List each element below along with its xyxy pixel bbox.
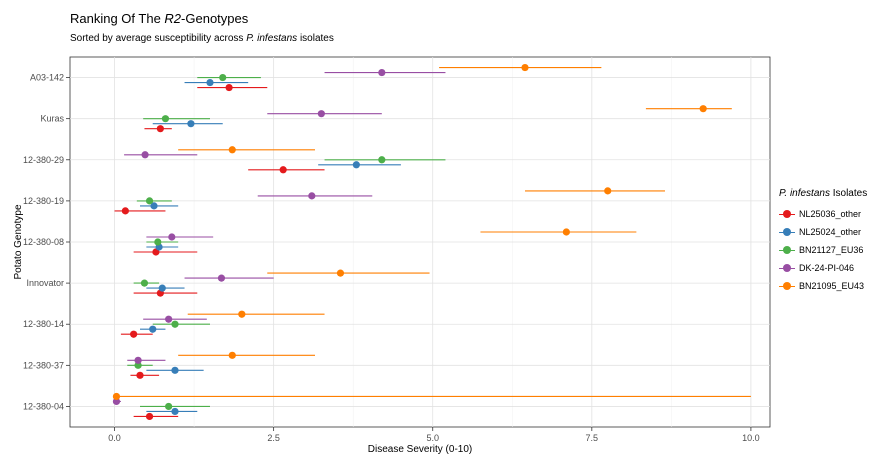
data-point <box>112 392 121 401</box>
data-point <box>140 279 149 287</box>
legend: P. infestans Isolates NL25036_other NL250… <box>779 188 867 295</box>
x-tick-label: 7.5 <box>586 433 599 443</box>
data-points <box>112 63 707 421</box>
data-point <box>378 68 386 77</box>
legend-label: BN21095_EU43 <box>799 281 865 291</box>
data-point <box>134 361 142 369</box>
data-point <box>352 161 360 169</box>
data-point <box>112 397 121 406</box>
y-tick-label: 12-380-37 <box>23 360 64 370</box>
legend-items: NL25036_other NL25024_other BN21127_EU36 DK… <box>779 205 867 295</box>
y-tick-label: 12-380-04 <box>23 401 64 411</box>
data-point <box>317 110 325 118</box>
data-point <box>168 233 176 241</box>
legend-item: NL25024_other <box>779 223 867 241</box>
x-axis-ticks: 0.0 2.5 5.0 7.5 10.0 <box>108 427 760 443</box>
x-axis-label: Disease Severity (0-10) <box>368 444 472 455</box>
y-tick-label: A03-142 <box>30 73 64 83</box>
legend-key <box>779 243 795 257</box>
chart-subtitle-italic: P. infestans <box>246 33 298 44</box>
legend-title: P. infestans Isolates <box>779 188 867 199</box>
y-axis-ticks: A03-142 Kuras 12-380-29 12-380-19 12-380-08 I… <box>23 73 70 411</box>
data-point <box>228 146 236 154</box>
chart-title-suffix: -Genotypes <box>181 11 249 26</box>
legend-item: NL25036_other <box>779 205 867 223</box>
legend-title-italic: P. infestans <box>779 188 830 199</box>
y-tick-label: 12-380-19 <box>23 196 64 206</box>
data-point <box>165 402 173 411</box>
data-point <box>187 120 195 128</box>
data-point <box>136 371 144 379</box>
data-point <box>604 187 612 195</box>
legend-label: DK-24-PI-046 <box>799 263 855 273</box>
legend-item: BN21127_EU36 <box>779 241 867 259</box>
y-tick-label: Innovator <box>26 278 64 288</box>
legend-item: BN21095_EU43 <box>779 277 867 295</box>
data-point <box>238 310 246 318</box>
x-tick-label: 5.0 <box>426 433 439 443</box>
data-point <box>336 269 345 277</box>
data-point <box>521 63 529 72</box>
data-point <box>228 351 236 359</box>
data-point <box>279 166 287 174</box>
data-point <box>145 197 154 205</box>
data-point <box>149 325 157 333</box>
data-point <box>165 315 173 323</box>
legend-key <box>779 207 795 221</box>
chart-subtitle: Sorted by average susceptibility across … <box>70 33 334 44</box>
data-point <box>171 407 179 416</box>
y-axis-label: Potato Genotype <box>13 204 24 279</box>
legend-key <box>779 225 795 239</box>
legend-label: NL25036_other <box>799 209 862 219</box>
x-tick-label: 0.0 <box>108 433 121 443</box>
data-point <box>699 105 707 113</box>
data-point <box>171 366 179 374</box>
x-tick-label: 10.0 <box>742 433 760 443</box>
data-point <box>145 412 154 421</box>
legend-title-suffix: Isolates <box>829 188 868 199</box>
data-point <box>161 115 170 123</box>
data-point <box>225 83 233 92</box>
data-point <box>217 274 226 282</box>
data-point <box>150 202 158 210</box>
chart-subtitle-prefix: Sorted by average susceptibility across <box>70 33 247 44</box>
y-tick-label: Kuras <box>40 114 64 124</box>
legend-label: BN21127_EU36 <box>799 245 864 255</box>
y-tick-label: 12-380-08 <box>23 237 64 247</box>
legend-label: NL25024_other <box>799 227 862 237</box>
legend-item: DK-24-PI-046 <box>779 259 867 277</box>
x-tick-label: 2.5 <box>267 433 280 443</box>
data-point <box>562 228 570 236</box>
chart-title-prefix: Ranking Of The <box>70 11 165 26</box>
data-point <box>308 192 316 200</box>
y-tick-label: 12-380-14 <box>23 319 64 329</box>
chart-title: Ranking Of The R2-Genotypes <box>70 11 248 26</box>
chart-subtitle-suffix: isolates <box>297 33 334 44</box>
data-point <box>158 284 166 292</box>
data-point <box>156 125 164 133</box>
data-point <box>130 330 138 338</box>
legend-key <box>779 261 795 275</box>
y-tick-label: 12-380-29 <box>23 155 64 165</box>
chart-title-italic: R2 <box>164 11 182 26</box>
legend-key <box>779 279 795 293</box>
data-point <box>219 73 227 82</box>
data-point <box>121 207 129 215</box>
data-point <box>378 156 386 164</box>
data-point <box>171 320 179 328</box>
data-point <box>134 356 142 364</box>
data-point <box>141 151 149 159</box>
data-point <box>154 238 162 246</box>
data-point <box>206 78 214 87</box>
